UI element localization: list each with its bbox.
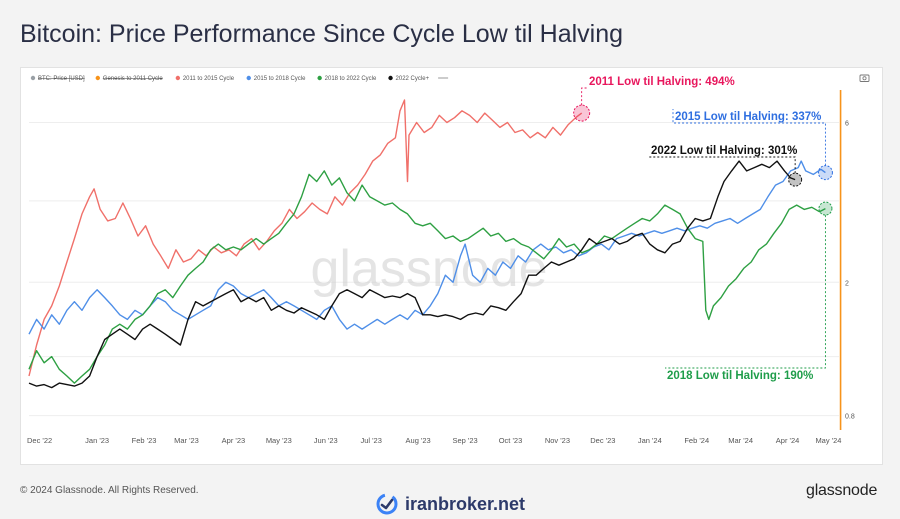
legend-label: 2015 to 2018 Cycle bbox=[254, 76, 306, 82]
y-tick-label: 2 bbox=[845, 280, 849, 287]
legend-swatch bbox=[317, 75, 322, 81]
x-tick-label: Mar '24 bbox=[728, 436, 753, 445]
glassnode-logo: glassnode bbox=[806, 482, 878, 499]
legend-item[interactable]: 2022 Cycle+ bbox=[388, 75, 430, 82]
annotation-connector bbox=[665, 215, 826, 369]
annotation: 2015 Low til Halving: 337% bbox=[672, 109, 833, 181]
x-tick-label: Jun '23 bbox=[314, 436, 338, 445]
iranbroker-badge: iranbroker.net bbox=[375, 492, 525, 516]
annotation-connector bbox=[581, 87, 587, 106]
x-tick-label: Apr '23 bbox=[222, 436, 246, 445]
camera-icon[interactable] bbox=[859, 74, 870, 82]
annotation-marker bbox=[817, 165, 833, 181]
x-tick-label: Aug '23 bbox=[406, 436, 431, 445]
series-line bbox=[28, 160, 796, 389]
iranbroker-site: iranbroker.net bbox=[405, 493, 526, 514]
x-tick-label: Apr '24 bbox=[776, 436, 800, 445]
page-title: Bitcoin: Price Performance Since Cycle L… bbox=[20, 20, 624, 48]
y-tick-label: 6 bbox=[845, 120, 849, 127]
x-tick-label: Jan '24 bbox=[638, 436, 662, 445]
series-layer bbox=[28, 90, 842, 430]
series-line bbox=[28, 170, 826, 384]
legend-swatch bbox=[95, 75, 101, 81]
legend-label: 2018 to 2022 Cycle bbox=[325, 76, 377, 82]
x-tick-label: May '23 bbox=[266, 436, 292, 445]
legend-label: 2011 to 2015 Cycle bbox=[183, 76, 235, 82]
annotation-connector bbox=[649, 156, 796, 174]
x-tick-label: Oct '23 bbox=[499, 436, 523, 445]
legend-label: 2022 Cycle+ bbox=[396, 76, 430, 82]
series-line bbox=[28, 160, 826, 335]
legend-label: Genesis to 2011 Cycle bbox=[103, 76, 164, 82]
annotation-label: 2015 Low til Halving: 337% bbox=[675, 111, 821, 123]
x-tick-label: Jul '23 bbox=[360, 436, 381, 445]
annotation: 2011 Low til Halving: 494% bbox=[573, 76, 735, 122]
x-tick-label: Jan '23 bbox=[85, 436, 109, 445]
price-performance-chart: BTC: Price [USD] Genesis to 2011 Cycle 201… bbox=[27, 74, 870, 445]
legend-item[interactable]: 2011 to 2015 Cycle bbox=[175, 75, 235, 82]
legend-label: BTC: Price [USD] bbox=[38, 76, 85, 82]
annotation: 2022 Low til Halving: 301% bbox=[649, 145, 803, 187]
chart-legend: BTC: Price [USD] Genesis to 2011 Cycle 201… bbox=[30, 75, 449, 82]
legend-swatch bbox=[388, 75, 393, 81]
copyright-text: © 2024 Glassnode. All Rights Reserved. bbox=[20, 485, 199, 496]
annotation-marker bbox=[818, 201, 833, 216]
y-tick-label: 0.8 bbox=[845, 414, 855, 421]
x-tick-label: Feb '24 bbox=[684, 436, 709, 445]
series-line bbox=[28, 99, 583, 377]
annotation-label: 2022 Low til Halving: 301% bbox=[651, 145, 797, 157]
iranbroker-logo-icon bbox=[376, 493, 398, 515]
legend-swatch bbox=[175, 75, 181, 81]
glassnode-watermark: glassnode bbox=[310, 240, 547, 298]
legend-item[interactable]: BTC: Price [USD] bbox=[30, 75, 85, 82]
legend-item[interactable]: Genesis to 2011 Cycle bbox=[95, 75, 164, 82]
annotation-marker bbox=[573, 104, 591, 122]
x-tick-label: Sep '23 bbox=[452, 436, 477, 445]
x-tick-label: Mar '23 bbox=[174, 436, 199, 445]
legend-item[interactable]: 2015 to 2018 Cycle bbox=[246, 75, 307, 82]
legend-item[interactable]: 2018 to 2022 Cycle bbox=[317, 75, 377, 82]
x-tick-label: Feb '23 bbox=[132, 436, 157, 445]
chart-card: BTC: Price [USD] Genesis to 2011 Cycle 201… bbox=[20, 67, 883, 465]
legend-swatch bbox=[246, 75, 251, 81]
annotation-marker bbox=[788, 172, 803, 187]
annotation-layer: 2011 Low til Halving: 494% 2015 Low til H… bbox=[573, 76, 833, 382]
x-tick-label: May '24 bbox=[815, 436, 841, 445]
annotation-label: 2018 Low til Halving: 190% bbox=[667, 370, 813, 382]
x-tick-label: Dec '23 bbox=[590, 436, 615, 445]
annotation: 2018 Low til Halving: 190% bbox=[665, 201, 833, 382]
x-tick-label: Nov '23 bbox=[545, 436, 570, 445]
y-axis: 0.8 2 6 bbox=[845, 120, 855, 420]
legend-swatch bbox=[30, 75, 36, 81]
annotation-connector bbox=[672, 109, 826, 166]
x-axis: Dec '22 Jan '23 Feb '23 Mar '23 Apr '23 May '… bbox=[27, 436, 841, 445]
x-tick-label: Dec '22 bbox=[27, 436, 52, 445]
annotation-label: 2011 Low til Halving: 494% bbox=[589, 76, 735, 88]
